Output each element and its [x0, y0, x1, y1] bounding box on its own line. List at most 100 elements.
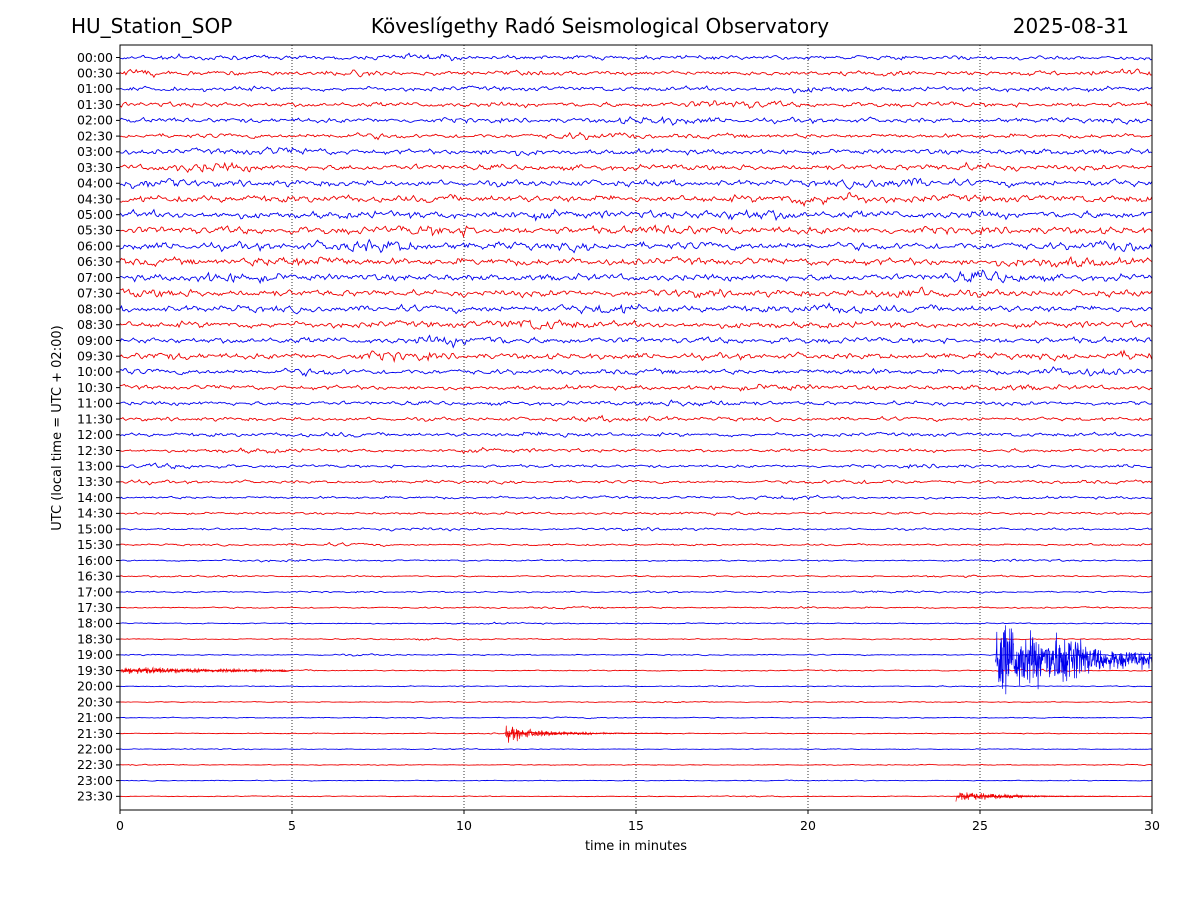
chart-title: Köveslígethy Radó Seismological Observat… [370, 14, 830, 38]
y-tick-label: 07:30 [77, 286, 113, 301]
y-tick-label: 09:30 [77, 348, 113, 363]
trace-2100 [119, 716, 1153, 720]
trace-1700 [119, 590, 1153, 594]
trace-0700 [119, 269, 1153, 285]
trace-0500 [119, 208, 1153, 222]
y-tick-label: 13:00 [77, 459, 113, 474]
y-tick-label: 01:30 [77, 97, 113, 112]
trace-0930 [119, 349, 1153, 363]
trace-1300 [119, 462, 1153, 470]
y-tick-label: 20:30 [77, 694, 113, 709]
trace-1600 [119, 558, 1153, 563]
y-tick-label: 08:30 [77, 317, 113, 332]
x-tick-label: 5 [288, 818, 296, 833]
y-tick-label: 20:00 [77, 679, 113, 694]
y-tick-label: 04:00 [77, 176, 113, 191]
event-1930 [119, 666, 293, 675]
trace-0730 [119, 286, 1153, 299]
trace-0600 [119, 238, 1153, 254]
trace-0800 [119, 302, 1153, 315]
trace-0200 [119, 116, 1153, 126]
y-tick-label: 17:00 [77, 584, 113, 599]
y-tick-label: 03:30 [77, 160, 113, 175]
y-tick-label: 16:30 [77, 569, 113, 584]
x-axis-ticks: 0 5 10 15 20 25 30 [116, 810, 1160, 833]
y-tick-label: 13:30 [77, 474, 113, 489]
y-axis-label: UTC (local time = UTC + 02:00) [50, 325, 65, 530]
trace-1330 [119, 478, 1153, 486]
x-tick-label: 10 [456, 818, 472, 833]
y-tick-label: 23:00 [77, 773, 113, 788]
trace-0030 [119, 68, 1153, 79]
event-1800 [995, 625, 1153, 695]
trace-0230 [119, 131, 1153, 141]
chart-date: 2025-08-31 [1012, 14, 1129, 38]
y-tick-label: 09:00 [77, 333, 113, 348]
trace-0530 [119, 224, 1153, 239]
trace-2030 [119, 700, 1153, 704]
y-tick-label: 22:30 [77, 757, 113, 772]
trace-1100 [119, 399, 1153, 407]
trace-2200 [119, 748, 1153, 751]
y-tick-label: 22:00 [77, 741, 113, 756]
event-traces [119, 625, 1153, 802]
trace-1030 [119, 383, 1153, 392]
trace-0900 [119, 334, 1153, 349]
station-name: HU_Station_SOP [71, 14, 233, 38]
y-tick-label: 14:30 [77, 506, 113, 521]
y-tick-label: 12:30 [77, 443, 113, 458]
trace-1200 [119, 431, 1153, 438]
y-tick-label: 02:30 [77, 128, 113, 143]
y-tick-label: 15:00 [77, 521, 113, 536]
trace-1730 [119, 605, 1153, 610]
y-tick-label: 16:00 [77, 553, 113, 568]
y-tick-label: 07:00 [77, 270, 113, 285]
y-tick-label: 08:00 [77, 301, 113, 316]
trace-2230 [119, 763, 1153, 767]
trace-1800 [119, 621, 1153, 625]
y-tick-label: 03:00 [77, 144, 113, 159]
y-tick-label: 14:00 [77, 490, 113, 505]
y-tick-label: 10:00 [77, 364, 113, 379]
trace-0430 [119, 191, 1153, 208]
seismic-traces [119, 52, 1153, 798]
trace-1900 [119, 653, 1153, 657]
y-tick-label: 02:00 [77, 113, 113, 128]
y-tick-label: 06:30 [77, 254, 113, 269]
x-tick-label: 20 [800, 818, 816, 833]
x-tick-label: 15 [628, 818, 644, 833]
trace-1630 [119, 574, 1153, 578]
trace-0400 [119, 177, 1153, 190]
x-tick-label: 30 [1144, 818, 1160, 833]
trace-1530 [119, 541, 1153, 547]
y-axis-ticks: 00:0000:3001:0001:3002:0002:3003:0003:30… [77, 50, 120, 804]
y-tick-label: 18:00 [77, 616, 113, 631]
y-tick-label: 21:30 [77, 726, 113, 741]
trace-1130 [119, 414, 1153, 423]
y-tick-label: 18:30 [77, 631, 113, 646]
y-tick-label: 21:00 [77, 710, 113, 725]
trace-1400 [119, 494, 1153, 501]
y-tick-label: 04:30 [77, 191, 113, 206]
y-tick-label: 05:00 [77, 207, 113, 222]
trace-0330 [119, 161, 1153, 174]
y-tick-label: 06:00 [77, 238, 113, 253]
trace-2300 [119, 779, 1153, 782]
trace-0130 [119, 100, 1153, 110]
y-tick-label: 19:30 [77, 663, 113, 678]
y-tick-label: 10:30 [77, 380, 113, 395]
y-tick-label: 19:00 [77, 647, 113, 662]
trace-0000 [119, 52, 1153, 62]
trace-0100 [119, 85, 1153, 94]
x-tick-label: 25 [972, 818, 988, 833]
y-tick-label: 17:30 [77, 600, 113, 615]
trace-1500 [119, 526, 1153, 532]
y-tick-label: 12:00 [77, 427, 113, 442]
trace-1230 [119, 446, 1153, 455]
x-tick-label: 0 [116, 818, 124, 833]
grid-lines [291, 45, 981, 810]
trace-0830 [119, 319, 1153, 330]
y-tick-label: 01:00 [77, 81, 113, 96]
trace-0630 [119, 255, 1153, 268]
